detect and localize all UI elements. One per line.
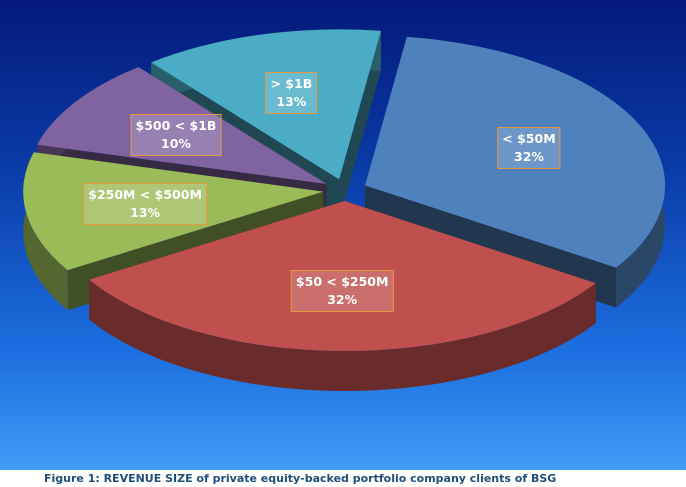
slice-outer-wall — [89, 279, 596, 391]
slice-label-percent: 13% — [130, 205, 161, 221]
slice-label: > $1B 13% — [265, 71, 318, 114]
pie-slice — [365, 36, 666, 268]
pie-slice — [89, 200, 596, 351]
slice-label-percent: 32% — [513, 149, 544, 165]
pie-chart — [23, 29, 666, 391]
slice-label-category: > $1B — [270, 75, 313, 91]
chart-area — [0, 0, 686, 470]
figure-caption: Figure 1: REVENUE SIZE of private equity… — [44, 472, 557, 485]
slice-label-category: $500 < $1B — [135, 117, 217, 133]
slice-label: $250M < $500M 13% — [83, 183, 207, 226]
slice-outer-wall — [23, 152, 68, 311]
slice-label-percent: 10% — [161, 135, 191, 151]
pie-slice — [23, 152, 324, 271]
slice-label-category: < $50M — [502, 131, 556, 147]
slice-label-percent: 32% — [327, 291, 358, 307]
slice-tops — [23, 29, 666, 351]
slice-label: $500 < $1B 10% — [130, 113, 222, 156]
pie-slice — [37, 67, 327, 184]
slice-label: < $50M 32% — [497, 127, 561, 170]
slice-label: $50 < $250M 32% — [290, 269, 394, 312]
slice-label-category: $50 < $250M — [295, 273, 389, 289]
slice-label-category: $250M < $500M — [88, 187, 202, 203]
slice-wall — [339, 30, 381, 220]
slice-label-percent: 13% — [276, 93, 307, 109]
